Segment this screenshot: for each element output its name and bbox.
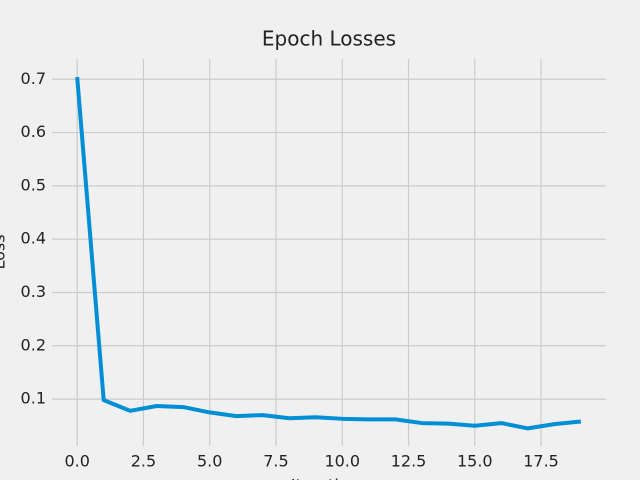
- x-tick-label: 12.5: [391, 452, 427, 471]
- line-series: [75, 76, 582, 431]
- chart-title: Epoch Losses: [262, 27, 396, 51]
- y-tick-label: 0.4: [21, 229, 46, 248]
- y-tick-label: 0.6: [21, 122, 46, 141]
- x-tick-label: 10.0: [324, 452, 360, 471]
- y-tick-label: 0.3: [21, 282, 46, 301]
- y-tick-label: 0.1: [21, 389, 46, 408]
- y-tick-label: 0.5: [21, 175, 46, 194]
- x-tick-label: 2.5: [131, 452, 156, 471]
- x-tick-label: 17.5: [523, 452, 559, 471]
- x-axis-label: Iterations: [291, 476, 367, 480]
- x-tick-label: 5.0: [197, 452, 222, 471]
- x-tick-label: 15.0: [457, 452, 493, 471]
- x-tick-label: 0.0: [64, 452, 89, 471]
- x-tick-label: 7.5: [263, 452, 288, 471]
- y-tick-label: 0.7: [21, 69, 46, 88]
- y-axis-label: Loss: [0, 234, 9, 269]
- y-tick-label: 0.2: [21, 335, 46, 354]
